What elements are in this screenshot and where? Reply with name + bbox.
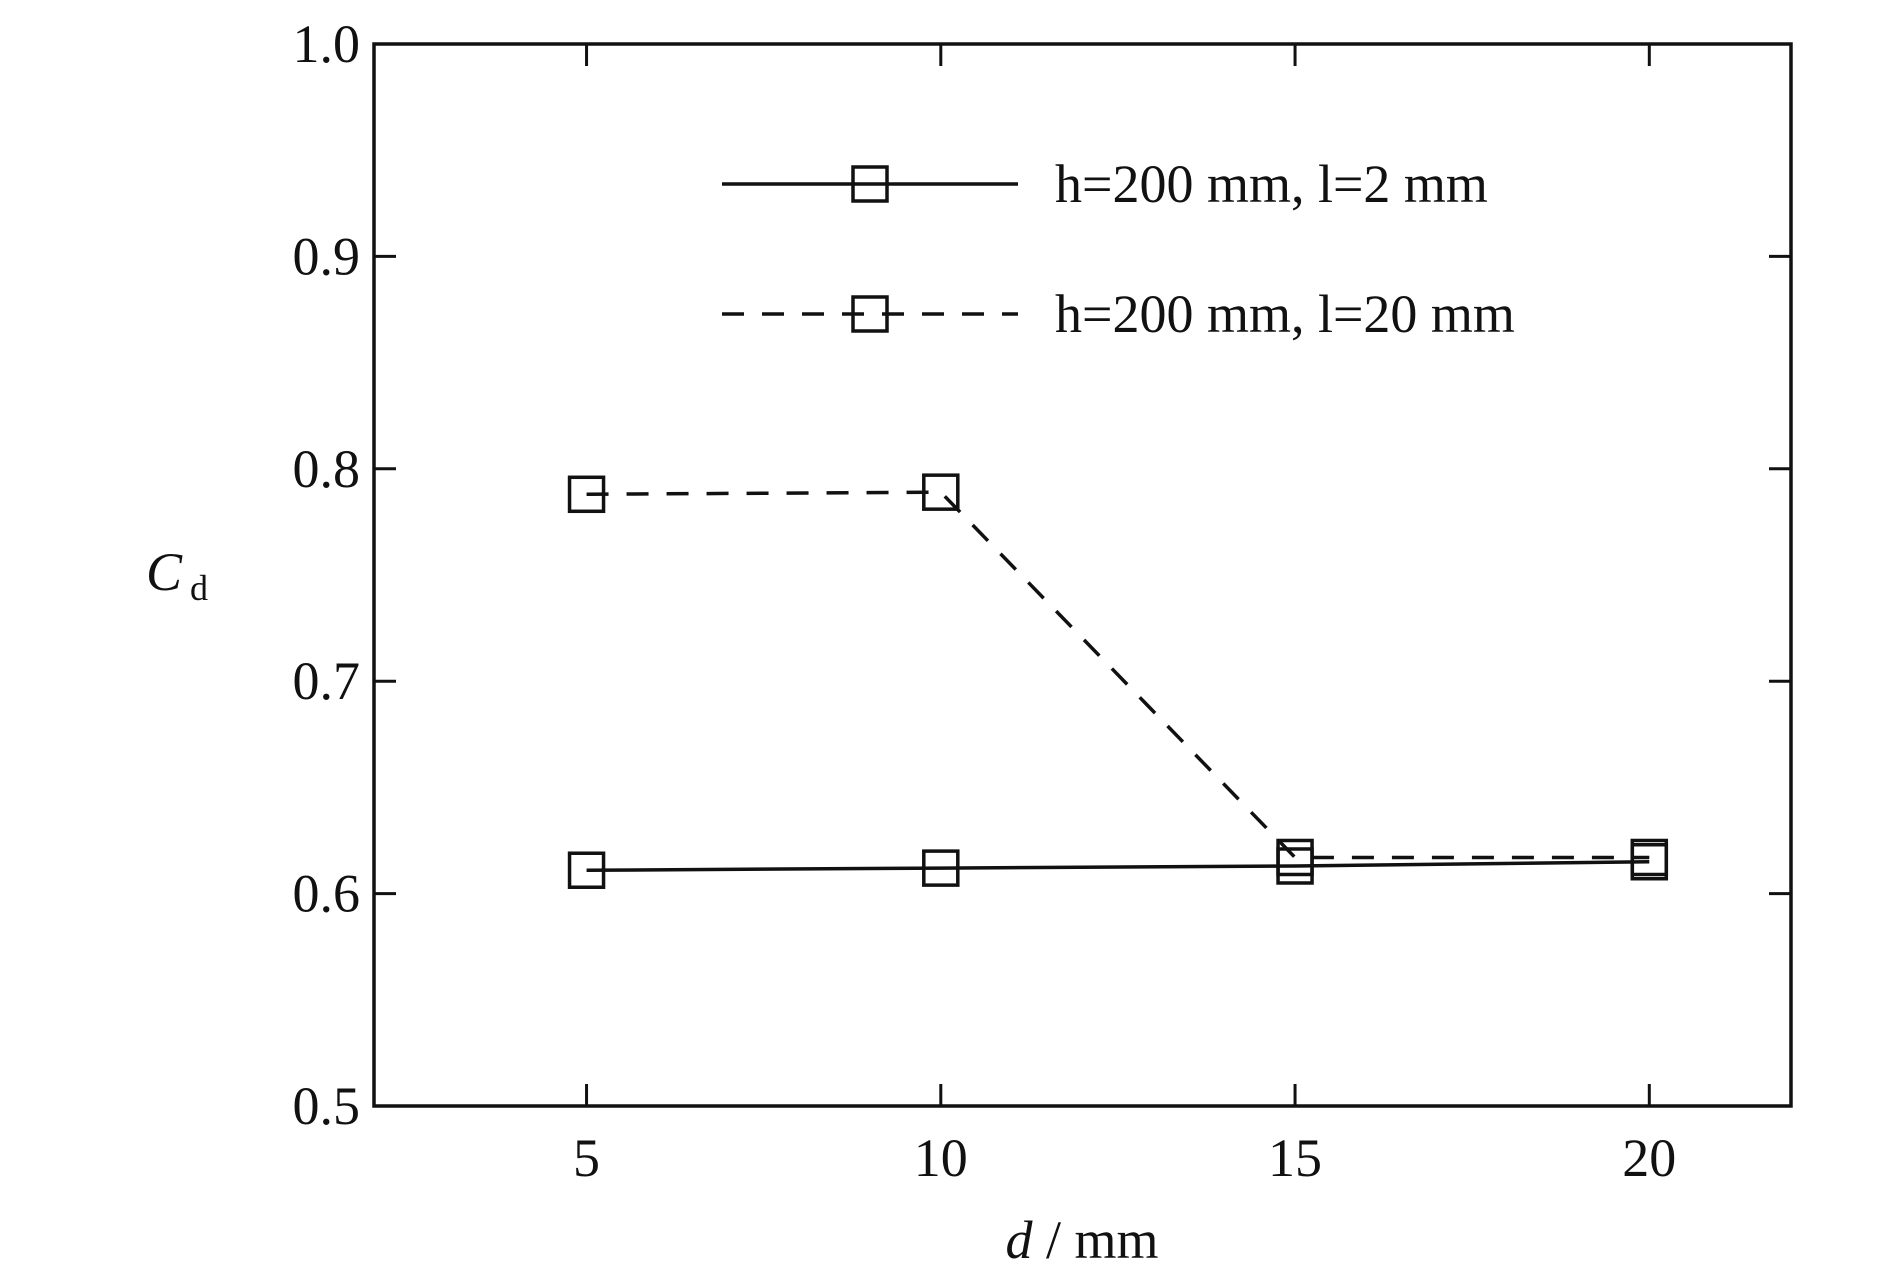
- legend-marker: [851, 295, 889, 333]
- x-axis-label: d / mm: [1005, 1210, 1158, 1270]
- x-tick-label: 5: [573, 1128, 600, 1188]
- marker: [922, 473, 960, 511]
- legend-label: h=200 mm, l=20 mm: [1055, 284, 1515, 344]
- legend-label: h=200 mm, l=2 mm: [1055, 154, 1488, 214]
- marker: [567, 475, 606, 514]
- y-tick-label: 0.5: [293, 1076, 361, 1136]
- y-tick-label: 0.9: [293, 226, 361, 286]
- marker: [1630, 838, 1669, 877]
- series-line: [586, 859, 1650, 872]
- plot-frame: [372, 42, 1793, 1108]
- x-tick-label: 15: [1268, 1128, 1322, 1188]
- legend-marker: [851, 165, 889, 203]
- marker: [567, 851, 606, 889]
- series-line: [586, 490, 1650, 860]
- y-tick-label: 0.7: [293, 651, 361, 711]
- marker: [922, 849, 960, 887]
- x-tick-label: 10: [914, 1128, 968, 1188]
- marker: [1276, 838, 1314, 877]
- y-tick-label: 0.8: [293, 439, 361, 499]
- x-tick-label: 20: [1622, 1128, 1676, 1188]
- y-tick-label: 1.0: [293, 14, 361, 74]
- y-tick-label: 0.6: [293, 864, 361, 924]
